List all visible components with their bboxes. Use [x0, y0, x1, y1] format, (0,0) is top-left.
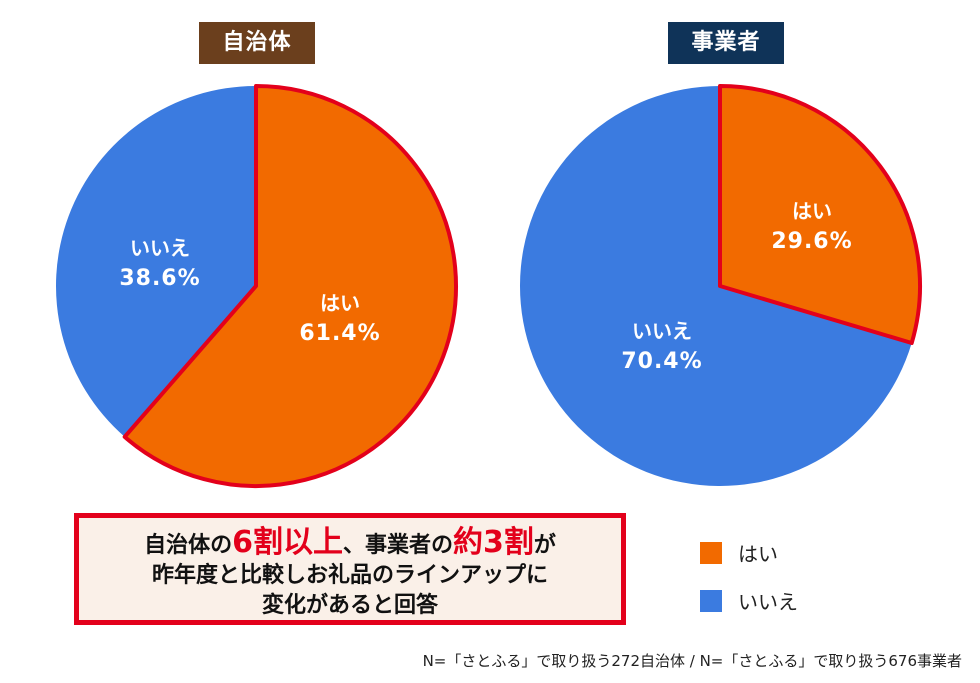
pie-0-label-no: いいえ — [130, 236, 190, 260]
pie-1-label-no: いいえ — [632, 319, 692, 343]
callout-text: 自治体の — [144, 533, 233, 558]
footnote: N=「さとふる」で取り扱う272自治体 / N=「さとふる」で取り扱う676事業… — [422, 652, 962, 670]
callout-line-1: 自治体の6割以上、事業者の約3割が — [79, 528, 621, 561]
pie-0-label-yes: はい — [320, 291, 360, 315]
pie-1-value-no: 70.4% — [621, 349, 702, 374]
legend-swatch-no — [700, 589, 722, 612]
pie-0-slice-yes — [122, 84, 458, 488]
callout-highlight-municipality: 6割以上 — [232, 525, 343, 560]
chart-title-business: 事業者 — [668, 22, 784, 64]
callout-highlight-business: 約3割 — [453, 525, 534, 560]
callout-text: が — [533, 533, 556, 558]
pie-1-slice-no — [519, 86, 912, 487]
pie-0-value-yes: 61.4% — [299, 321, 380, 346]
pie-0-value-no: 38.6% — [119, 266, 200, 291]
callout-line-3: 変化があると回答 — [261, 593, 438, 618]
legend-item-no: いいえ — [700, 586, 798, 615]
callout-text: 、事業者の — [342, 533, 453, 558]
summary-callout: 自治体の6割以上、事業者の約3割が 昨年度と比較しお礼品のラインアップに 変化が… — [74, 513, 626, 625]
pie-1-value-yes: 29.6% — [771, 229, 852, 254]
legend-item-yes: はい — [700, 538, 778, 567]
chart-title-municipality: 自治体 — [199, 22, 315, 64]
legend-swatch-yes — [700, 541, 722, 564]
legend-label-yes: はい — [738, 542, 778, 566]
pie-0-slice-no — [55, 86, 256, 437]
pie-1-slice-yes — [718, 84, 922, 346]
legend-label-no: いいえ — [738, 590, 798, 614]
pie-1-label-yes: はい — [792, 199, 832, 223]
callout-line-2: 昨年度と比較しお礼品のラインアップに — [151, 563, 548, 588]
